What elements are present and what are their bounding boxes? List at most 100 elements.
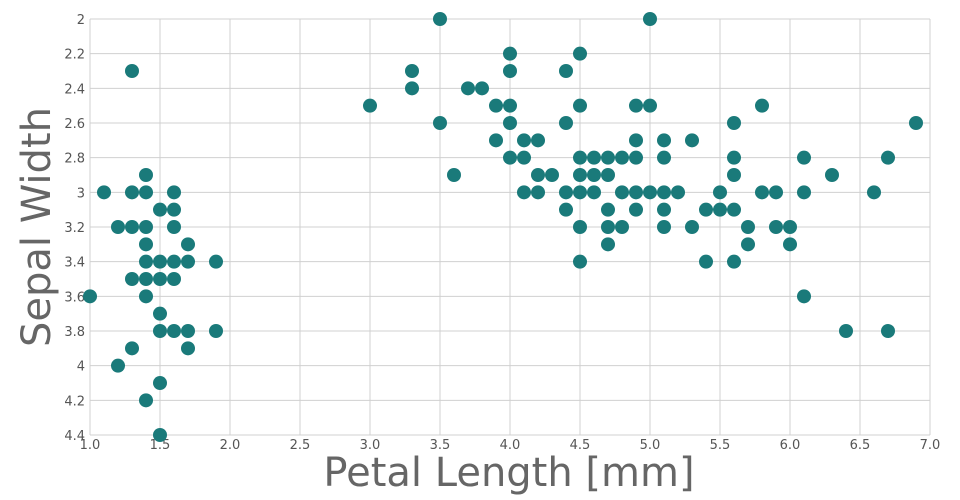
- data-point: [587, 150, 601, 165]
- data-point: [629, 133, 643, 148]
- data-point: [181, 237, 195, 252]
- x-tick-label: 1.5: [150, 438, 171, 453]
- data-point: [517, 185, 531, 200]
- y-tick-label: 2.4: [64, 82, 85, 97]
- data-point: [139, 272, 153, 286]
- x-tick-label: 6.5: [850, 438, 871, 453]
- data-point: [881, 150, 895, 165]
- data-point: [909, 116, 923, 130]
- data-point: [559, 202, 573, 217]
- y-tick-label: 3: [77, 186, 85, 201]
- data-point: [489, 133, 503, 148]
- data-point: [503, 46, 517, 61]
- data-point: [713, 185, 727, 200]
- data-point: [153, 306, 167, 321]
- data-point: [139, 237, 153, 252]
- data-point: [573, 150, 587, 165]
- data-point: [601, 237, 615, 252]
- y-axis-title: Sepal Width: [14, 107, 60, 347]
- data-point: [181, 254, 195, 269]
- x-tick-label: 7.0: [920, 438, 941, 453]
- y-tick-label: 2: [77, 13, 85, 28]
- data-point: [573, 185, 587, 200]
- data-point: [153, 428, 167, 442]
- data-point: [447, 168, 461, 182]
- y-axis-ticks: 2 2.2 2.4 2.6 2.8 3 3.2 3.4 3.6 3.8 4 4.2 4.4: [64, 13, 85, 444]
- data-point: [685, 133, 699, 148]
- data-point: [755, 185, 769, 200]
- data-point: [587, 168, 601, 182]
- data-point: [167, 220, 181, 234]
- data-point: [643, 12, 657, 26]
- data-point: [517, 150, 531, 165]
- y-tick-label: 3.6: [64, 290, 85, 305]
- data-point: [769, 220, 783, 234]
- data-point: [181, 324, 195, 338]
- data-point: [573, 46, 587, 61]
- x-tick-label: 1.0: [80, 438, 101, 453]
- data-point: [559, 64, 573, 78]
- data-point: [111, 358, 125, 373]
- data-point: [867, 185, 881, 200]
- data-point: [167, 202, 181, 217]
- data-point: [587, 185, 601, 200]
- data-point: [783, 220, 797, 234]
- x-tick-label: 2.5: [290, 438, 311, 453]
- data-point: [503, 116, 517, 130]
- data-point: [713, 202, 727, 217]
- data-point: [769, 185, 783, 200]
- data-point: [153, 254, 167, 269]
- data-point: [741, 220, 755, 234]
- data-point: [475, 81, 489, 96]
- data-point: [825, 168, 839, 182]
- data-point: [167, 324, 181, 338]
- data-point: [615, 220, 629, 234]
- data-points: [83, 12, 923, 442]
- data-point: [139, 185, 153, 200]
- data-point: [83, 289, 97, 304]
- data-point: [643, 98, 657, 113]
- data-point: [727, 254, 741, 269]
- data-point: [741, 237, 755, 252]
- data-point: [139, 220, 153, 234]
- data-point: [489, 98, 503, 113]
- y-tick-label: 2.8: [64, 152, 85, 167]
- x-tick-label: 4.0: [500, 438, 521, 453]
- data-point: [209, 254, 223, 269]
- data-point: [699, 254, 713, 269]
- data-point: [517, 133, 531, 148]
- data-point: [167, 254, 181, 269]
- x-tick-label: 3.5: [430, 438, 451, 453]
- data-point: [153, 272, 167, 286]
- data-point: [363, 98, 377, 113]
- data-point: [209, 324, 223, 338]
- y-tick-label: 3.4: [64, 256, 85, 271]
- data-point: [629, 202, 643, 217]
- data-point: [783, 237, 797, 252]
- data-point: [601, 168, 615, 182]
- data-point: [573, 168, 587, 182]
- data-point: [797, 150, 811, 165]
- data-point: [531, 185, 545, 200]
- data-point: [601, 202, 615, 217]
- data-point: [755, 98, 769, 113]
- data-point: [657, 150, 671, 165]
- data-point: [671, 185, 685, 200]
- data-point: [685, 220, 699, 234]
- data-point: [615, 185, 629, 200]
- data-point: [97, 185, 111, 200]
- data-point: [797, 185, 811, 200]
- data-point: [573, 98, 587, 113]
- data-point: [615, 150, 629, 165]
- x-axis-ticks: 1.0 1.5 2.0 2.5 3.0 3.5 4.0 4.5 5.0 5.5 6.0 6.5 7.0: [80, 438, 941, 453]
- data-point: [139, 168, 153, 182]
- data-point: [125, 64, 139, 78]
- x-tick-label: 2.0: [220, 438, 241, 453]
- data-point: [125, 341, 139, 356]
- data-point: [167, 185, 181, 200]
- data-point: [601, 150, 615, 165]
- data-point: [153, 324, 167, 338]
- data-point: [629, 185, 643, 200]
- data-point: [503, 150, 517, 165]
- data-point: [559, 116, 573, 130]
